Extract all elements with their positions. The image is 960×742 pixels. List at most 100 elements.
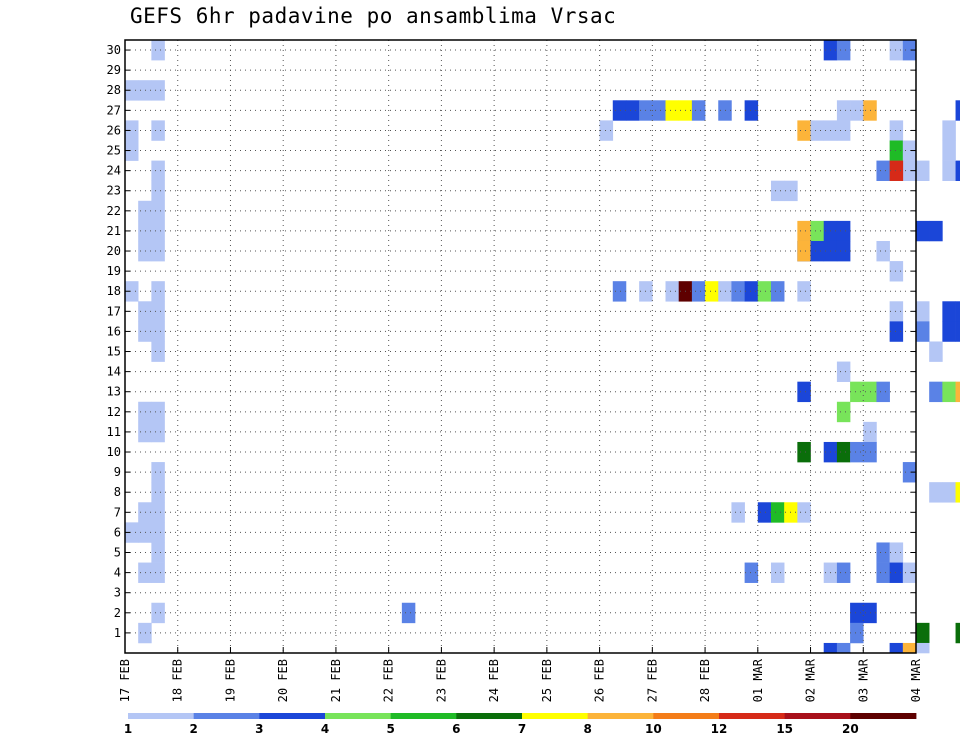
y-tick-label: 21: [107, 224, 121, 238]
y-tick-label: 2: [114, 606, 121, 620]
heatmap-cell: [955, 321, 960, 342]
heatmap-cell: [810, 220, 825, 242]
heatmap-cell: [151, 482, 165, 503]
colorbar-segment: [784, 713, 851, 719]
y-tick-label: 16: [107, 324, 121, 338]
heatmap-cell: [876, 160, 890, 181]
colorbar-label: 3: [255, 722, 263, 736]
y-tick-label: 9: [114, 465, 121, 479]
y-tick-label: 30: [107, 43, 121, 57]
heatmap-cell: [876, 240, 890, 262]
heatmap-cell: [902, 642, 917, 654]
heatmap-cell: [138, 301, 152, 322]
colorbar-label: 2: [189, 722, 197, 736]
heatmap-cell: [138, 80, 152, 101]
heatmap-cell: [138, 220, 152, 242]
heatmap-cell: [138, 240, 152, 262]
colorbar-segment: [193, 713, 260, 719]
colorbar-label: 1: [124, 722, 132, 736]
heatmap-cell: [942, 381, 956, 403]
heatmap-cell: [889, 40, 904, 61]
colorbar-segment: [587, 713, 654, 719]
colorbar-segment: [325, 713, 392, 719]
colorbar-label: 7: [518, 722, 526, 736]
colorbar-label: 5: [386, 722, 394, 736]
heatmap-cell: [612, 281, 627, 302]
y-tick-label: 12: [107, 405, 121, 419]
heatmap-cell: [125, 522, 139, 543]
heatmap-cell: [151, 160, 165, 181]
heatmap-cell: [151, 220, 165, 242]
x-tick-label: 25 FEB: [540, 659, 554, 702]
heatmap-cell: [836, 361, 851, 382]
heatmap-cell: [625, 100, 640, 121]
heatmap-cell: [797, 381, 811, 403]
heatmap-cell: [916, 622, 930, 644]
heatmap-cell: [916, 160, 930, 181]
heatmap-cell: [836, 40, 851, 61]
heatmap-cell: [151, 281, 165, 302]
heatmap-cell: [955, 482, 960, 503]
heatmap-cell: [731, 281, 745, 302]
x-tick-label: 24 FEB: [487, 659, 501, 702]
heatmap-cell: [151, 542, 165, 563]
heatmap-cell: [691, 100, 706, 121]
heatmap-cell: [889, 642, 904, 654]
x-tick-label: 23 FEB: [434, 659, 448, 702]
y-tick-label: 6: [114, 525, 121, 539]
colorbar-segment: [390, 713, 457, 719]
y-tick-label: 27: [107, 103, 121, 117]
heatmap-cell: [652, 100, 666, 121]
heatmap-cell: [665, 100, 679, 121]
colorbar-segment: [850, 713, 917, 719]
y-tick-label: 7: [114, 505, 121, 519]
heatmap-cells: [125, 40, 960, 654]
x-tick-label: 01 MAR: [751, 658, 765, 702]
heatmap-cell: [401, 602, 416, 624]
y-tick-label: 20: [107, 244, 121, 258]
heatmap-cell: [151, 421, 165, 443]
y-tick-label: 5: [114, 546, 121, 560]
x-tick-label: 17 FEB: [118, 659, 132, 702]
heatmap-cell: [151, 80, 165, 101]
heatmap-cell: [151, 40, 165, 61]
colorbar: 1 2 3 4 5 6 7 8 10 12 15 20: [124, 713, 917, 736]
heatmap-cell: [929, 341, 943, 362]
colorbar-segment: [719, 713, 786, 719]
heatmap-cell: [151, 180, 165, 202]
heatmap-cell: [665, 281, 679, 302]
colorbar-label: 10: [645, 722, 662, 736]
heatmap-cell: [836, 562, 851, 583]
y-tick-label: 29: [107, 63, 121, 77]
heatmap-cell: [955, 381, 960, 403]
colorbar-label: 15: [776, 722, 793, 736]
heatmap-cell: [916, 220, 930, 242]
y-tick-label: 15: [107, 345, 121, 359]
heatmap-cell: [151, 602, 165, 624]
heatmap-cell: [942, 321, 956, 342]
y-tick-label: 22: [107, 204, 121, 218]
heatmap-cell: [836, 642, 851, 654]
chart-title: GEFS 6hr padavine po ansamblima Vrsac: [130, 4, 617, 28]
heatmap-cell: [876, 542, 890, 563]
colorbar-segment: [456, 713, 523, 719]
colorbar-segment: [522, 713, 589, 719]
heatmap-cell: [850, 100, 864, 121]
x-tick-label: 04 MAR: [909, 658, 923, 702]
heatmap-cell: [125, 80, 139, 101]
heatmap-cell: [797, 502, 811, 523]
plot-frame: [124, 39, 917, 654]
heatmap-cell: [151, 120, 165, 141]
heatmap-cell: [836, 100, 851, 121]
colorbar-segment: [653, 713, 720, 719]
heatmap-cell: [151, 502, 165, 523]
colorbar-label: 4: [321, 722, 329, 736]
y-tick-label: 1: [114, 626, 121, 640]
heatmap-cell: [718, 100, 732, 121]
heatmap-cell: [916, 301, 930, 322]
heatmap-cell: [916, 642, 930, 654]
colorbar-segment: [128, 713, 195, 719]
heatmap-cell: [902, 562, 917, 583]
heatmap-cell: [138, 401, 152, 423]
